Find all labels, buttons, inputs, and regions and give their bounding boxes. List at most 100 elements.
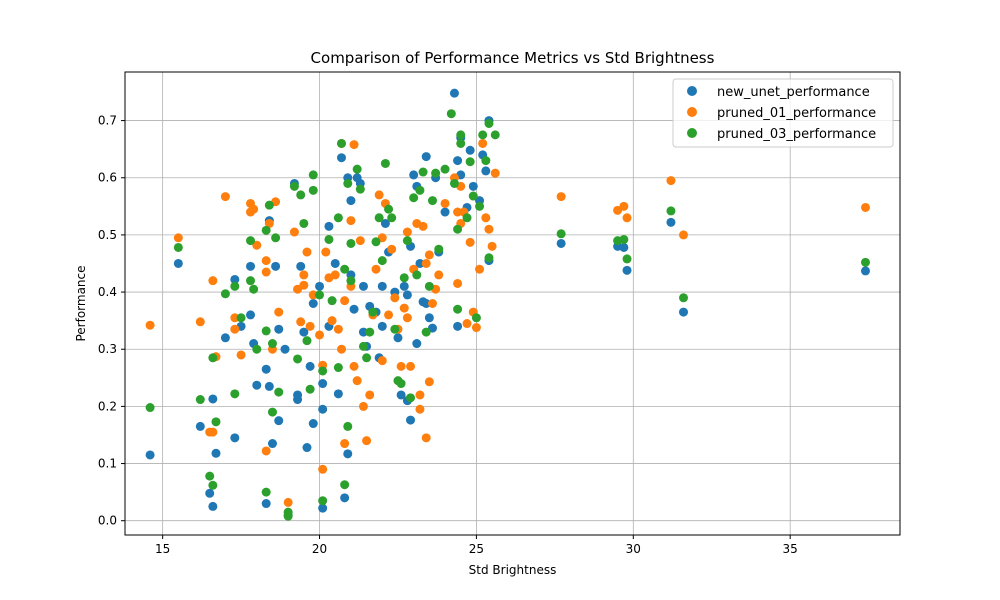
data-point: [399, 281, 409, 291]
data-point: [619, 201, 629, 211]
data-point: [293, 354, 303, 364]
data-point: [343, 421, 353, 431]
data-point: [478, 130, 488, 140]
data-point: [333, 389, 343, 399]
data-point: [622, 213, 632, 223]
data-point: [346, 238, 356, 248]
data-point: [343, 178, 353, 188]
data-point: [418, 221, 428, 231]
data-point: [490, 130, 500, 140]
data-point: [280, 344, 290, 354]
data-point: [315, 330, 325, 340]
data-point: [358, 401, 368, 411]
data-point: [434, 244, 444, 254]
data-point: [330, 258, 340, 268]
data-point: [296, 190, 306, 200]
data-point: [327, 296, 337, 306]
data-point: [208, 276, 218, 286]
data-point: [358, 327, 368, 337]
data-point: [246, 276, 256, 286]
data-point: [340, 439, 350, 449]
data-point: [261, 326, 271, 336]
y-tick-label: 0.6: [98, 171, 117, 185]
data-point: [396, 361, 406, 371]
data-point: [860, 266, 870, 276]
data-point: [481, 213, 491, 223]
data-point: [556, 192, 566, 202]
data-point: [465, 237, 475, 247]
data-point: [211, 448, 221, 458]
data-point: [484, 224, 494, 234]
data-point: [305, 321, 315, 331]
data-point: [318, 464, 328, 474]
data-point: [396, 379, 406, 389]
data-point: [399, 303, 409, 313]
data-point: [462, 319, 472, 329]
data-point: [456, 138, 466, 148]
data-point: [283, 497, 293, 507]
data-point: [343, 449, 353, 459]
data-point: [421, 433, 431, 443]
data-point: [352, 376, 362, 386]
legend-label-pruned-01: pruned_01_performance: [717, 106, 876, 121]
legend-label-pruned-03: pruned_03_performance: [717, 127, 876, 142]
data-point: [478, 138, 488, 148]
data-point: [475, 264, 485, 274]
data-point: [390, 293, 400, 303]
data-point: [453, 224, 463, 234]
data-point: [462, 213, 472, 223]
data-point: [402, 227, 412, 237]
data-point: [418, 167, 428, 177]
y-tick-label: 0.3: [98, 342, 117, 356]
data-point: [302, 336, 312, 346]
data-point: [299, 218, 309, 228]
data-point: [358, 281, 368, 291]
data-point: [446, 109, 456, 119]
data-point: [264, 218, 274, 228]
data-point: [293, 395, 303, 405]
data-point: [302, 443, 312, 453]
data-point: [475, 201, 485, 211]
data-point: [264, 200, 274, 210]
data-point: [246, 310, 256, 320]
data-points: [145, 88, 870, 521]
data-point: [220, 289, 230, 299]
data-point: [267, 439, 277, 449]
data-point: [220, 333, 230, 343]
data-point: [619, 234, 629, 244]
data-point: [208, 353, 218, 363]
data-point: [440, 164, 450, 174]
data-point: [289, 227, 299, 237]
data-point: [261, 256, 271, 266]
data-point: [453, 207, 463, 217]
data-point: [380, 158, 390, 168]
data-point: [318, 503, 328, 513]
series-pruned_01_performance: [145, 138, 870, 507]
data-point: [490, 168, 500, 178]
data-point: [622, 254, 632, 264]
y-tick-label: 0.2: [98, 399, 117, 413]
data-point: [424, 377, 434, 387]
data-point: [481, 156, 491, 166]
data-point: [252, 344, 262, 354]
data-point: [145, 320, 155, 330]
data-point: [336, 138, 346, 148]
data-point: [406, 393, 416, 403]
data-point: [173, 258, 183, 268]
data-point: [424, 313, 434, 323]
data-point: [409, 170, 419, 180]
data-point: [622, 265, 632, 275]
data-point: [261, 267, 271, 277]
data-point: [349, 140, 359, 150]
data-point: [355, 184, 365, 194]
y-tick-label: 0.0: [98, 514, 117, 528]
data-point: [230, 324, 240, 334]
data-point: [860, 202, 870, 212]
data-point: [330, 270, 340, 280]
y-tick-label: 0.4: [98, 285, 117, 299]
data-point: [619, 242, 629, 252]
data-point: [484, 118, 494, 128]
data-point: [424, 250, 434, 260]
data-point: [305, 361, 315, 371]
